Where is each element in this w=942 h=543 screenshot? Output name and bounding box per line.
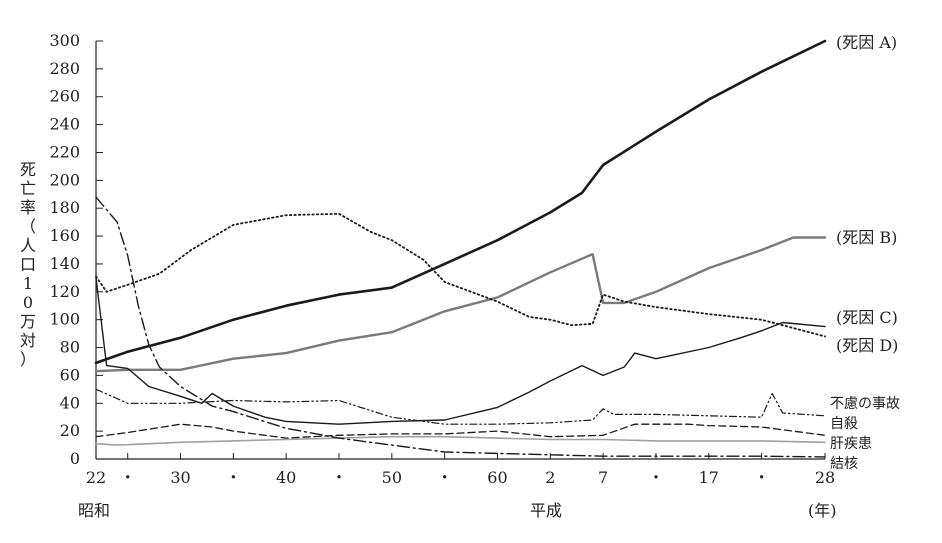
x-tick-label: ・ bbox=[120, 468, 136, 487]
y-tick-label: 160 bbox=[49, 226, 80, 245]
y-tick-label: 260 bbox=[49, 87, 80, 106]
series-label-2: (死因 C) bbox=[836, 308, 898, 327]
x-tick-label: 40 bbox=[276, 468, 296, 487]
y-tick-label: 60 bbox=[60, 365, 80, 384]
series-label-3: (死因 D) bbox=[836, 336, 898, 355]
series-line-5 bbox=[95, 423, 826, 439]
x-tick-label: ・ bbox=[648, 468, 664, 487]
series-group bbox=[94, 39, 827, 458]
y-axis-title: 死亡率（人口 1 0 万対） bbox=[20, 160, 36, 369]
y-tick-label: 280 bbox=[49, 59, 80, 78]
x-tick-label: 7 bbox=[598, 468, 608, 487]
y-tick-label: 200 bbox=[49, 170, 80, 189]
series-line-1 bbox=[94, 236, 827, 373]
y-tick-label: 100 bbox=[49, 310, 80, 329]
y-tick-label: 20 bbox=[60, 421, 80, 440]
series-line-2 bbox=[95, 212, 826, 338]
series-label-4: 不慮の事故 bbox=[830, 396, 900, 412]
x-tick-label: 30 bbox=[170, 468, 190, 487]
x-tick-label: ・ bbox=[331, 468, 347, 487]
series-line-7 bbox=[95, 196, 826, 458]
series-label-0: (死因 A) bbox=[836, 33, 897, 52]
x-tick-label: 22 bbox=[86, 468, 106, 487]
series-label-7: 結核 bbox=[830, 456, 858, 472]
series-line-3 bbox=[95, 277, 826, 425]
era-label-heisei: 平成 bbox=[530, 501, 562, 520]
y-tick-label: 120 bbox=[49, 282, 80, 301]
x-tick-label: ・ bbox=[754, 468, 770, 487]
y-tick-label: 240 bbox=[49, 115, 80, 134]
x-axis: 22 ・ 30 ・ 40 ・ 50 ・ 60 2 7 ・ 17 ・ 28 bbox=[86, 453, 835, 487]
y-axis: 0 20 40 60 80 100 120 140 160 180 200 220 240 260 280 3… bbox=[49, 31, 103, 468]
series-line-4 bbox=[95, 388, 826, 425]
x-tick-label: ・ bbox=[225, 468, 241, 487]
x-tick-label: 50 bbox=[382, 468, 402, 487]
y-tick-label: 80 bbox=[60, 338, 80, 357]
y-tick-label: 0 bbox=[70, 449, 80, 468]
x-tick-label: 60 bbox=[487, 468, 507, 487]
y-tick-label: 300 bbox=[49, 31, 80, 50]
x-tick-label: 17 bbox=[699, 468, 719, 487]
y-tick-label: 220 bbox=[49, 142, 80, 161]
series-label-6: 肝疾患 bbox=[830, 436, 872, 452]
series-label-5: 自殺 bbox=[830, 416, 858, 432]
x-tick-label: ・ bbox=[437, 468, 453, 487]
y-tick-label: 140 bbox=[49, 254, 80, 273]
series-line-6 bbox=[95, 435, 826, 446]
era-label-showa: 昭和 bbox=[78, 501, 110, 520]
x-tick-label: 2 bbox=[545, 468, 555, 487]
x-tick-label: 28 bbox=[815, 468, 835, 487]
series-label-1: (死因 B) bbox=[836, 228, 897, 247]
y-tick-label: 180 bbox=[49, 198, 80, 217]
year-unit-label: (年) bbox=[808, 501, 837, 520]
series-line-0 bbox=[94, 39, 827, 365]
y-tick-label: 40 bbox=[60, 393, 80, 412]
